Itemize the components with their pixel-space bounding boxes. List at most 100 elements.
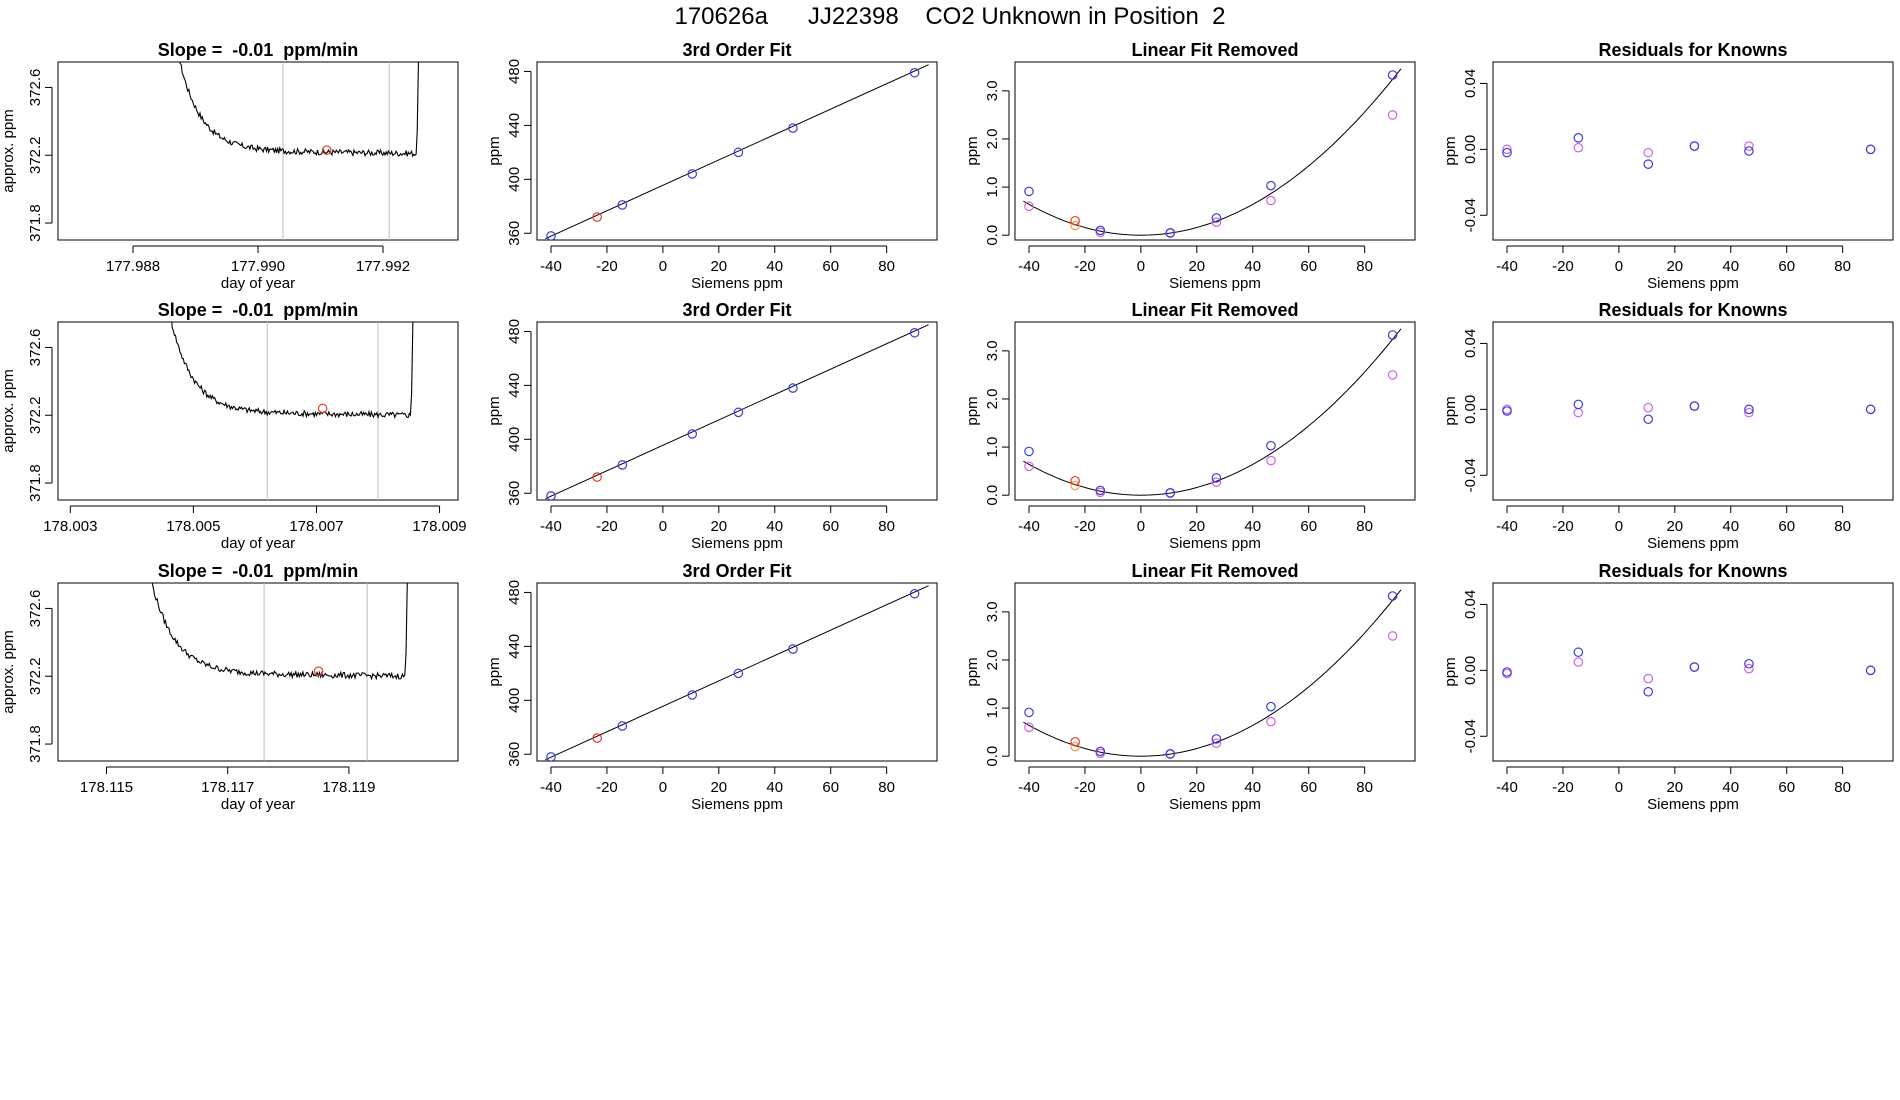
- unknown-sample-marker: [313, 666, 324, 676]
- alternate-fit-point: [1211, 217, 1222, 227]
- x-axis-label: day of year: [221, 275, 295, 292]
- known-standard-point: [909, 67, 920, 78]
- x-tick-label: 178.009: [412, 518, 466, 535]
- y-tick-label: 0.00: [1462, 135, 1479, 164]
- plot-frame: [1492, 321, 1894, 501]
- x-tick-label: 20: [1188, 258, 1205, 275]
- known-standard-point: [1024, 186, 1034, 197]
- residual-alternate-point: [1573, 657, 1584, 667]
- x-tick-label: -40: [1496, 518, 1518, 535]
- known-standard-point: [687, 169, 698, 179]
- residual-alternate-point: [1573, 142, 1584, 153]
- x-tick-label: 80: [1356, 258, 1373, 275]
- known-standard-point: [687, 429, 698, 439]
- known-standard-point: [1387, 330, 1398, 340]
- known-standard-point: [1165, 487, 1176, 498]
- x-tick-label: 40: [766, 518, 783, 535]
- x-tick-label: -20: [1074, 258, 1096, 275]
- plot-area: [1023, 328, 1402, 499]
- panel-linear_removed-row0: Linear Fit Removed -40 -20 0 20 40 60 80 Siemens…: [964, 40, 1416, 292]
- y-axis-label: ppm: [486, 396, 503, 425]
- known-standard-point: [546, 491, 556, 500]
- panel-title: Slope = -0.01 ppm/min: [158, 561, 359, 581]
- residual-known-point: [1573, 647, 1584, 658]
- y-tick-label: 440: [506, 634, 523, 659]
- y-tick-label: 372.2: [27, 136, 44, 174]
- y-tick-label: 372.6: [27, 329, 44, 367]
- known-standard-point: [1266, 180, 1276, 191]
- x-tick-label: -40: [1018, 258, 1040, 275]
- plot-area: [545, 324, 929, 500]
- quadratic-curve: [1023, 589, 1402, 757]
- x-tick-label: 80: [1356, 518, 1373, 535]
- y-tick-label: 360: [506, 221, 523, 246]
- known-standard-point: [1024, 446, 1034, 457]
- plot-frame: [57, 321, 459, 501]
- x-tick-label: -20: [1552, 779, 1574, 796]
- y-axis-label: approx. ppm: [0, 109, 17, 192]
- y-axis-label: ppm: [486, 136, 503, 165]
- residual-known-point: [1643, 159, 1654, 169]
- known-standard-point: [1211, 213, 1222, 223]
- plot-area: [545, 585, 929, 761]
- x-tick-label: 0: [1615, 779, 1623, 796]
- x-tick-label: 60: [822, 779, 839, 796]
- x-tick-label: 80: [878, 258, 895, 275]
- residual-alternate-point: [1502, 144, 1512, 155]
- alternate-fit-point: [1095, 748, 1106, 759]
- known-standard-point: [788, 123, 798, 133]
- known-standard-point: [1024, 707, 1034, 718]
- x-tick-label: 80: [1834, 779, 1851, 796]
- y-tick-label: 3.0: [984, 340, 1001, 361]
- x-tick-label: -40: [1496, 779, 1518, 796]
- plot-frame: [536, 61, 938, 241]
- x-tick-label: 80: [1834, 258, 1851, 275]
- y-tick-label: 0.04: [1462, 69, 1479, 98]
- x-tick-label: 60: [1300, 518, 1317, 535]
- residual-known-point: [1643, 414, 1654, 425]
- known-standard-point: [909, 588, 920, 599]
- panel-title: Linear Fit Removed: [1131, 40, 1298, 60]
- y-tick-label: 360: [506, 742, 523, 767]
- x-tick-label: -40: [540, 258, 562, 275]
- x-tick-label: 80: [878, 518, 895, 535]
- x-tick-label: 20: [1188, 779, 1205, 796]
- panel-fit-row2: 3rd Order Fit -40 -20 0 20 40 60 80 Siemens ppm 3…: [486, 561, 938, 813]
- y-tick-label: 1.0: [984, 177, 1001, 198]
- x-tick-label: 40: [1722, 779, 1739, 796]
- unknown-sample-point: [592, 212, 602, 222]
- plot-frame: [1492, 582, 1894, 762]
- alternate-fit-point: [1024, 461, 1034, 472]
- unknown-alternate-point: [1070, 480, 1080, 491]
- x-tick-label: 177.988: [106, 258, 160, 275]
- known-standard-point: [546, 231, 556, 240]
- residual-known-point: [1744, 146, 1754, 156]
- known-standard-point: [617, 200, 628, 210]
- residual-known-point: [1502, 406, 1512, 416]
- x-tick-label: -40: [1018, 518, 1040, 535]
- plot-frame: [1014, 321, 1416, 501]
- y-tick-label: 371.8: [27, 464, 44, 502]
- x-tick-label: 40: [1244, 258, 1261, 275]
- residual-alternate-point: [1744, 141, 1754, 151]
- y-tick-label: 480: [506, 580, 523, 605]
- plot-frame: [57, 582, 459, 762]
- x-tick-label: 80: [1356, 779, 1373, 796]
- x-tick-label: 178.119: [322, 779, 375, 796]
- known-standard-point: [1266, 440, 1276, 451]
- y-tick-label: 480: [506, 59, 523, 84]
- y-tick-label: 440: [506, 373, 523, 398]
- plot-frame: [1492, 61, 1894, 241]
- x-tick-label: 40: [1722, 518, 1739, 535]
- x-tick-label: 178.117: [201, 779, 254, 796]
- panel-title: Residuals for Knowns: [1598, 561, 1787, 581]
- quadratic-curve: [1023, 328, 1402, 496]
- panel-title: Linear Fit Removed: [1131, 561, 1298, 581]
- fit-line: [545, 585, 929, 761]
- x-tick-label: 178.007: [289, 518, 343, 535]
- y-tick-label: 3.0: [984, 601, 1001, 622]
- x-axis-label: Siemens ppm: [1647, 535, 1739, 552]
- x-tick-label: 60: [1300, 258, 1317, 275]
- panel-residuals-row1: Residuals for Knowns -40 -20 0 20 40 60 80 Sieme…: [1442, 300, 1894, 552]
- unknown-sample-point: [592, 733, 602, 743]
